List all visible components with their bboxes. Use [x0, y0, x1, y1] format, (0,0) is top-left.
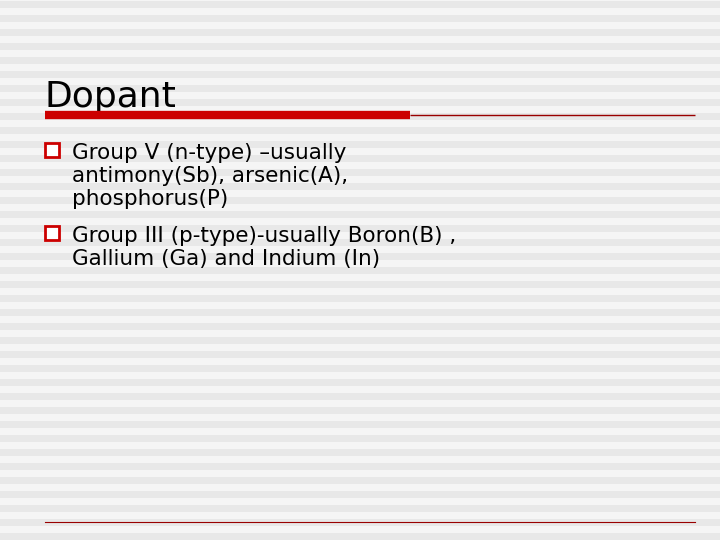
Bar: [0, 29, 720, 36]
Bar: [0, 22, 720, 29]
Bar: [0, 162, 720, 169]
Bar: [0, 400, 720, 407]
Text: Group III (p-type)-usually Boron(B) ,: Group III (p-type)-usually Boron(B) ,: [72, 226, 456, 246]
Bar: [0, 218, 720, 225]
Bar: [0, 316, 720, 323]
Bar: [0, 169, 720, 176]
Bar: [0, 57, 720, 64]
Bar: [0, 386, 720, 393]
Bar: [0, 421, 720, 428]
Bar: [0, 533, 720, 540]
Bar: [0, 351, 720, 358]
Bar: [0, 288, 720, 295]
Bar: [0, 8, 720, 15]
Bar: [0, 267, 720, 274]
Text: antimony(Sb), arsenic(A),: antimony(Sb), arsenic(A),: [72, 166, 348, 186]
Bar: [0, 505, 720, 512]
Bar: [0, 498, 720, 505]
Bar: [0, 50, 720, 57]
Bar: [0, 260, 720, 267]
Text: Group V (n-type) –usually: Group V (n-type) –usually: [72, 143, 346, 163]
Bar: [0, 113, 720, 120]
Bar: [0, 43, 720, 50]
Bar: [0, 36, 720, 43]
Text: phosphorus(P): phosphorus(P): [72, 189, 228, 209]
Bar: [0, 309, 720, 316]
Bar: [0, 344, 720, 351]
Bar: [0, 393, 720, 400]
Bar: [0, 407, 720, 414]
Bar: [0, 15, 720, 22]
Bar: [0, 239, 720, 246]
Bar: [0, 71, 720, 78]
Bar: [0, 148, 720, 155]
Bar: [0, 92, 720, 99]
Bar: [0, 106, 720, 113]
Bar: [0, 64, 720, 71]
Bar: [0, 225, 720, 232]
Text: Dopant: Dopant: [45, 80, 177, 114]
Bar: [0, 85, 720, 92]
Bar: [0, 78, 720, 85]
Bar: [0, 183, 720, 190]
Bar: [0, 281, 720, 288]
Bar: [0, 120, 720, 127]
Bar: [0, 204, 720, 211]
Bar: [0, 99, 720, 106]
Bar: [0, 295, 720, 302]
Bar: [45, 143, 59, 157]
Bar: [0, 358, 720, 365]
Bar: [0, 428, 720, 435]
Bar: [0, 463, 720, 470]
Bar: [0, 337, 720, 344]
Bar: [0, 372, 720, 379]
Bar: [0, 1, 720, 8]
Bar: [0, 330, 720, 337]
Bar: [0, 512, 720, 519]
Bar: [0, 456, 720, 463]
Bar: [0, 323, 720, 330]
Bar: [0, 414, 720, 421]
Bar: [0, 442, 720, 449]
Bar: [0, 176, 720, 183]
Bar: [0, 484, 720, 491]
Bar: [0, 0, 720, 1]
Text: Gallium (Ga) and Indium (In): Gallium (Ga) and Indium (In): [72, 249, 380, 269]
Bar: [0, 134, 720, 141]
Bar: [0, 274, 720, 281]
Bar: [0, 435, 720, 442]
Bar: [0, 491, 720, 498]
Bar: [0, 526, 720, 533]
Bar: [0, 449, 720, 456]
Bar: [0, 365, 720, 372]
Bar: [0, 155, 720, 162]
Bar: [0, 379, 720, 386]
Bar: [0, 232, 720, 239]
Bar: [0, 127, 720, 134]
Bar: [0, 211, 720, 218]
Bar: [0, 246, 720, 253]
Bar: [0, 470, 720, 477]
Bar: [45, 226, 59, 240]
Bar: [0, 253, 720, 260]
Bar: [0, 190, 720, 197]
Bar: [0, 302, 720, 309]
Bar: [0, 197, 720, 204]
Bar: [0, 477, 720, 484]
Bar: [0, 141, 720, 148]
Bar: [0, 519, 720, 526]
